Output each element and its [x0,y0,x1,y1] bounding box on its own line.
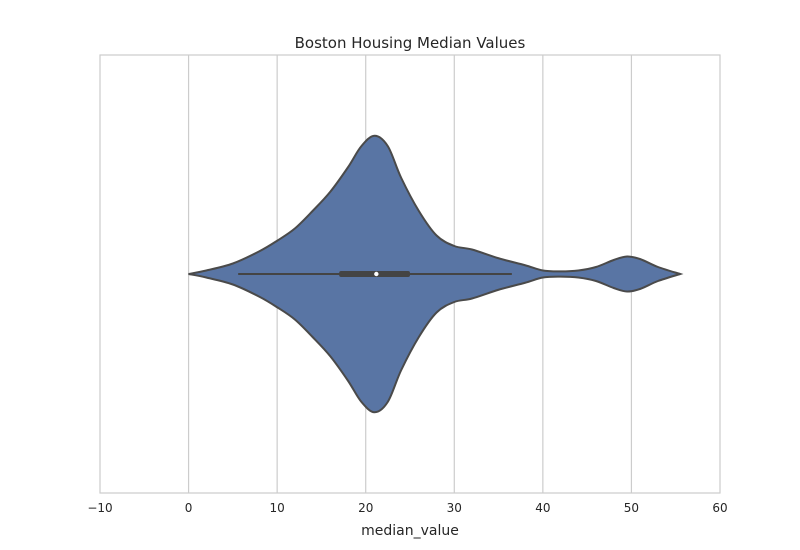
x-tick-label: 10 [270,501,285,515]
x-axis-label: median_value [361,523,459,539]
x-tick-labels: −10 0 10 20 30 40 50 60 [87,501,727,515]
x-tick-label: 20 [358,501,373,515]
violin-series [188,134,684,414]
plot-frame [99,54,721,494]
x-tick-label: 0 [185,501,193,515]
x-tick-label: −10 [87,501,112,515]
chart-title: Boston Housing Median Values [295,34,526,52]
x-tick-label: 50 [624,501,639,515]
violin-median [374,271,379,277]
x-tick-label: 40 [535,501,550,515]
x-tick-label: 30 [447,501,462,515]
x-tick-label: 60 [712,501,727,515]
